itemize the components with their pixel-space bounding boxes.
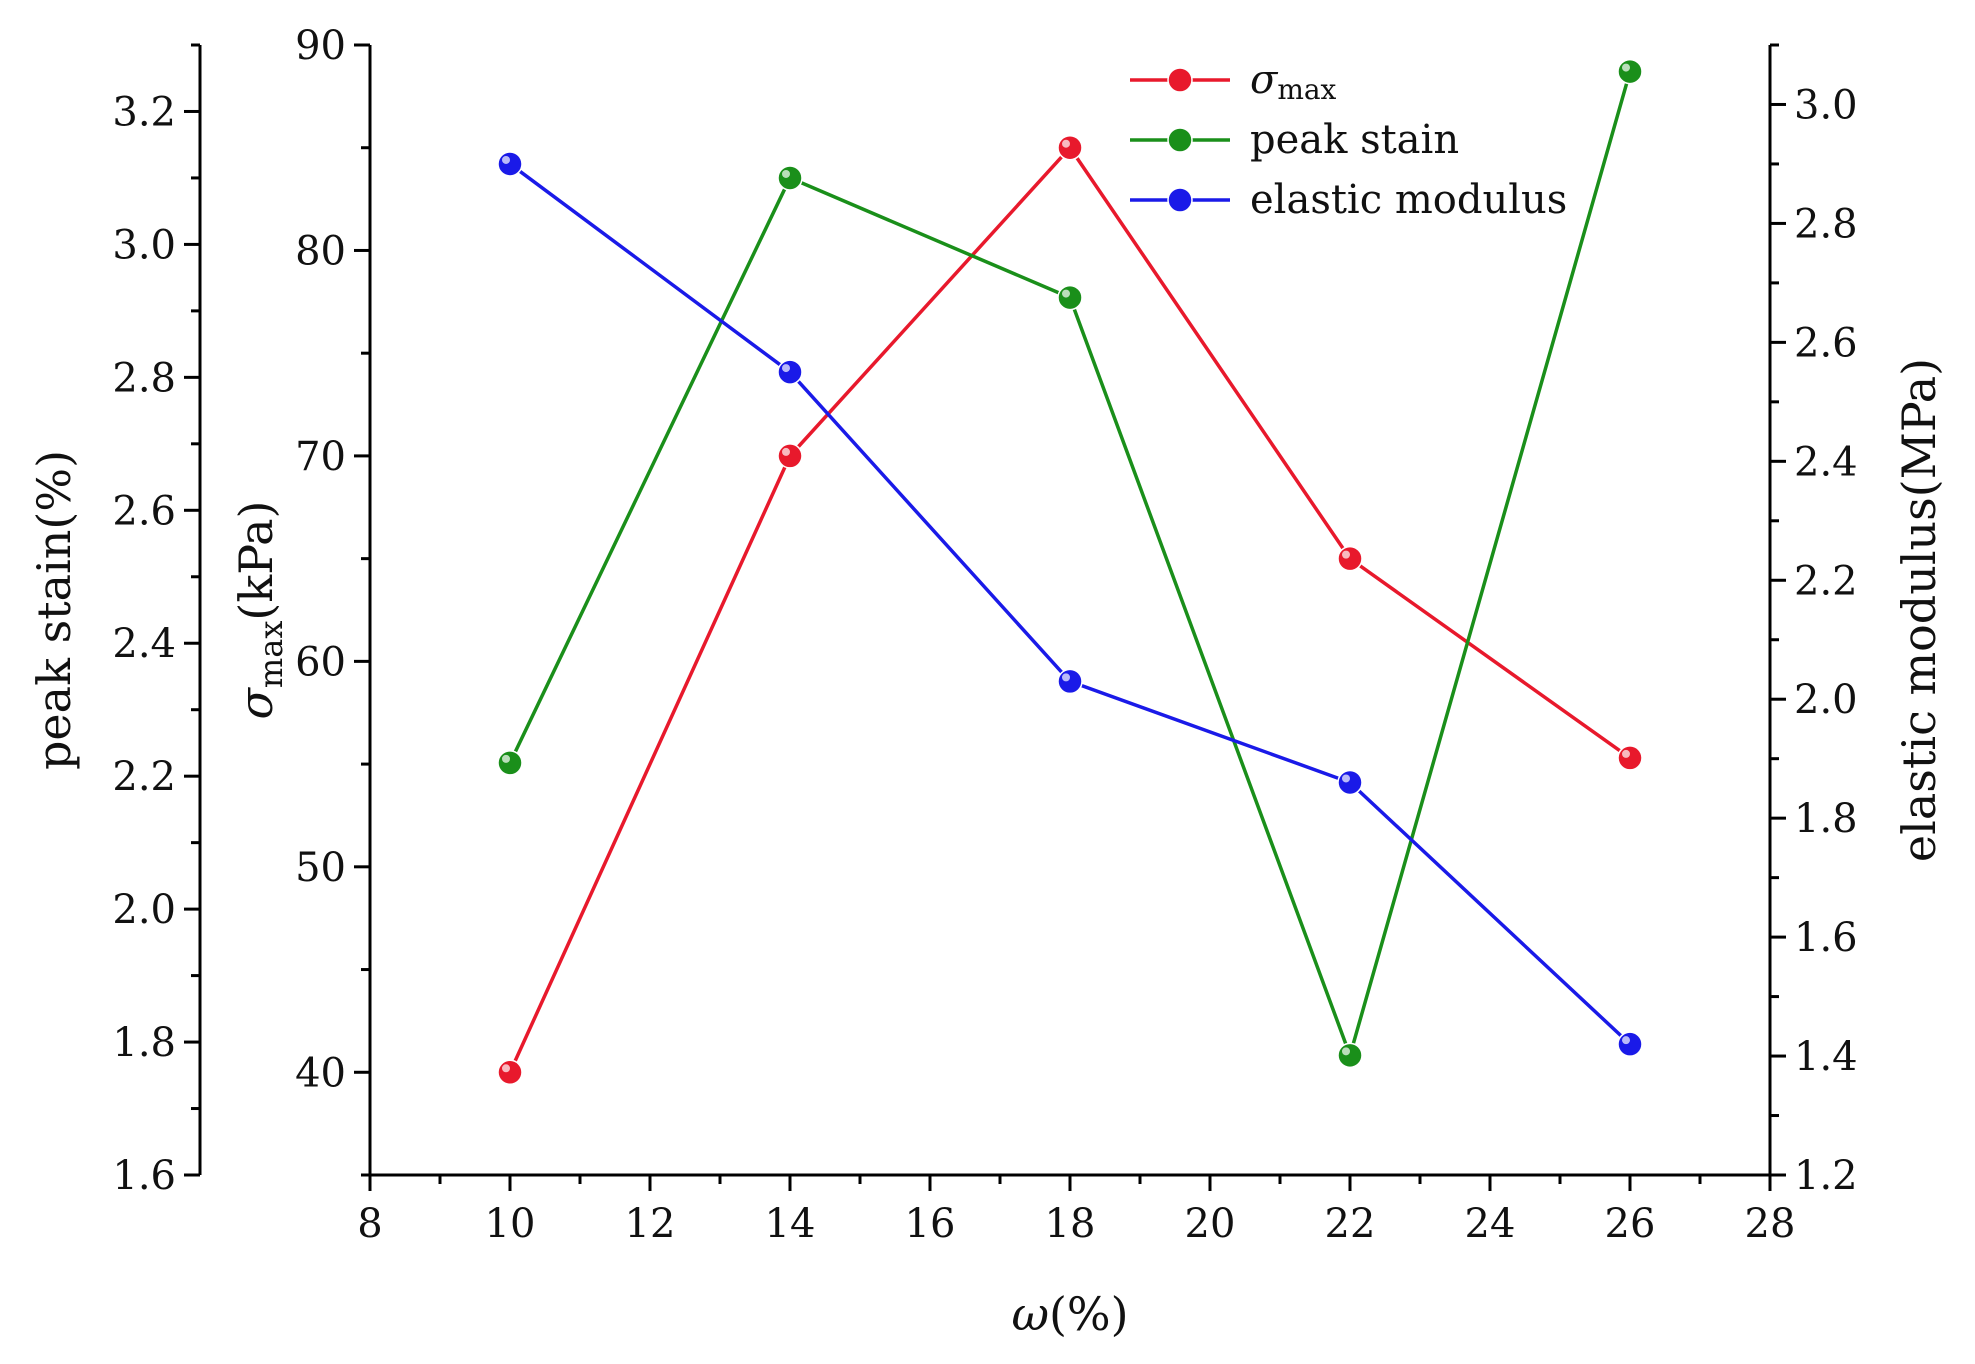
x-axis-title: ω(%) <box>1011 1287 1128 1341</box>
x-tick-label: 28 <box>1745 1201 1796 1247</box>
data-point-highlight <box>502 1064 510 1073</box>
left-inner-tick-label: 80 <box>295 228 346 274</box>
right-tick-label: 1.8 <box>1794 796 1858 842</box>
data-point <box>497 1059 523 1086</box>
x-tick-label: 8 <box>357 1201 382 1247</box>
data-point-highlight <box>782 447 790 456</box>
right-axis-title: elastic modulus(MPa) <box>1892 358 1946 862</box>
legend-item: peak stain <box>1130 117 1459 163</box>
x-tick-label: 22 <box>1325 1201 1376 1247</box>
x-tick-label: 10 <box>485 1201 536 1247</box>
data-point <box>777 359 803 385</box>
legend-item: elastic modulus <box>1130 177 1567 223</box>
data-point <box>1057 668 1083 695</box>
data-point-highlight <box>502 754 510 763</box>
legend-marker <box>1167 187 1193 213</box>
left-outer-tick-label: 1.6 <box>112 1153 176 1199</box>
left-inner-axis-title: σmax(kPa) <box>229 501 290 720</box>
right-tick-label: 1.4 <box>1794 1034 1858 1080</box>
data-point-highlight <box>1342 1047 1350 1056</box>
data-point <box>1337 769 1363 796</box>
legend: σmax peak stain elastic modulus <box>1130 57 1567 223</box>
left-outer-tick-label: 2.4 <box>112 621 176 667</box>
right-tick-label: 1.6 <box>1794 915 1858 961</box>
series-1 <box>497 58 1643 1069</box>
data-point-highlight <box>1622 749 1630 758</box>
legend-label: elastic modulus <box>1250 177 1567 223</box>
left-outer-tick-label: 1.8 <box>112 1020 176 1066</box>
right-tick-label: 2.4 <box>1794 439 1858 485</box>
right-tick-label: 2.0 <box>1794 677 1858 723</box>
legend-marker <box>1167 67 1193 93</box>
legend-marker <box>1167 127 1193 153</box>
x-tick-label: 12 <box>625 1201 676 1247</box>
left-outer-tick-label: 2.2 <box>112 754 176 800</box>
legend-label: peak stain <box>1250 117 1459 163</box>
axes-group: 8 10 12 14 16 18 20 22 24 26 28 40 50 60 70 80 90 1.6 1.8 2… <box>112 23 1857 1247</box>
data-point <box>497 750 523 776</box>
left-inner-tick-label: 60 <box>295 639 346 685</box>
data-point <box>1617 58 1643 85</box>
data-point <box>1057 284 1083 311</box>
data-point-highlight <box>1062 673 1070 682</box>
series-0 <box>497 134 1643 1086</box>
data-point <box>777 165 803 191</box>
data-point <box>1617 745 1643 771</box>
data-point-highlight <box>782 364 790 373</box>
x-tick-label: 20 <box>1185 1201 1236 1247</box>
left-inner-tick-label: 40 <box>295 1050 346 1096</box>
data-point-highlight <box>502 155 510 164</box>
x-tick-label: 16 <box>905 1201 956 1247</box>
data-point <box>1337 545 1363 572</box>
right-tick-label: 1.2 <box>1794 1153 1858 1199</box>
x-tick-label: 26 <box>1605 1201 1656 1247</box>
legend-label: σmax <box>1250 57 1337 106</box>
legend-item: σmax <box>1130 57 1337 106</box>
left-outer-axis-title: peak stain(%) <box>27 450 81 770</box>
x-tick-label: 14 <box>765 1201 816 1247</box>
left-inner-tick-label: 50 <box>295 845 346 891</box>
left-outer-tick-label: 2.0 <box>112 887 176 933</box>
data-point-highlight <box>1342 550 1350 559</box>
data-point-highlight <box>1622 63 1630 72</box>
left-inner-tick-label: 90 <box>295 23 346 69</box>
series-2 <box>497 151 1643 1057</box>
x-tick-label: 24 <box>1465 1201 1516 1247</box>
left-outer-tick-label: 2.6 <box>112 488 176 534</box>
data-point-highlight <box>1622 1036 1630 1045</box>
data-point <box>497 151 523 177</box>
right-tick-label: 2.6 <box>1794 320 1858 366</box>
left-outer-tick-label: 2.8 <box>112 355 176 401</box>
left-outer-tick-label: 3.0 <box>112 222 176 268</box>
data-point-highlight <box>1342 774 1350 783</box>
right-tick-label: 3.0 <box>1794 82 1858 128</box>
x-tick-label: 18 <box>1045 1201 1096 1247</box>
data-point <box>1617 1031 1643 1057</box>
data-point <box>1057 134 1083 161</box>
right-tick-label: 2.8 <box>1794 201 1858 247</box>
data-point-highlight <box>1062 289 1070 298</box>
left-inner-tick-label: 70 <box>295 434 346 480</box>
data-point <box>777 443 803 469</box>
data-point-highlight <box>1062 139 1070 148</box>
data-point <box>1337 1042 1363 1069</box>
data-point-highlight <box>782 169 790 178</box>
axis-titles: ω(%) peak stain(%) σmax(kPa) elastic modulu… <box>27 358 1946 1341</box>
series-group <box>497 58 1643 1086</box>
right-tick-label: 2.2 <box>1794 558 1858 604</box>
left-outer-tick-label: 3.2 <box>112 89 176 135</box>
